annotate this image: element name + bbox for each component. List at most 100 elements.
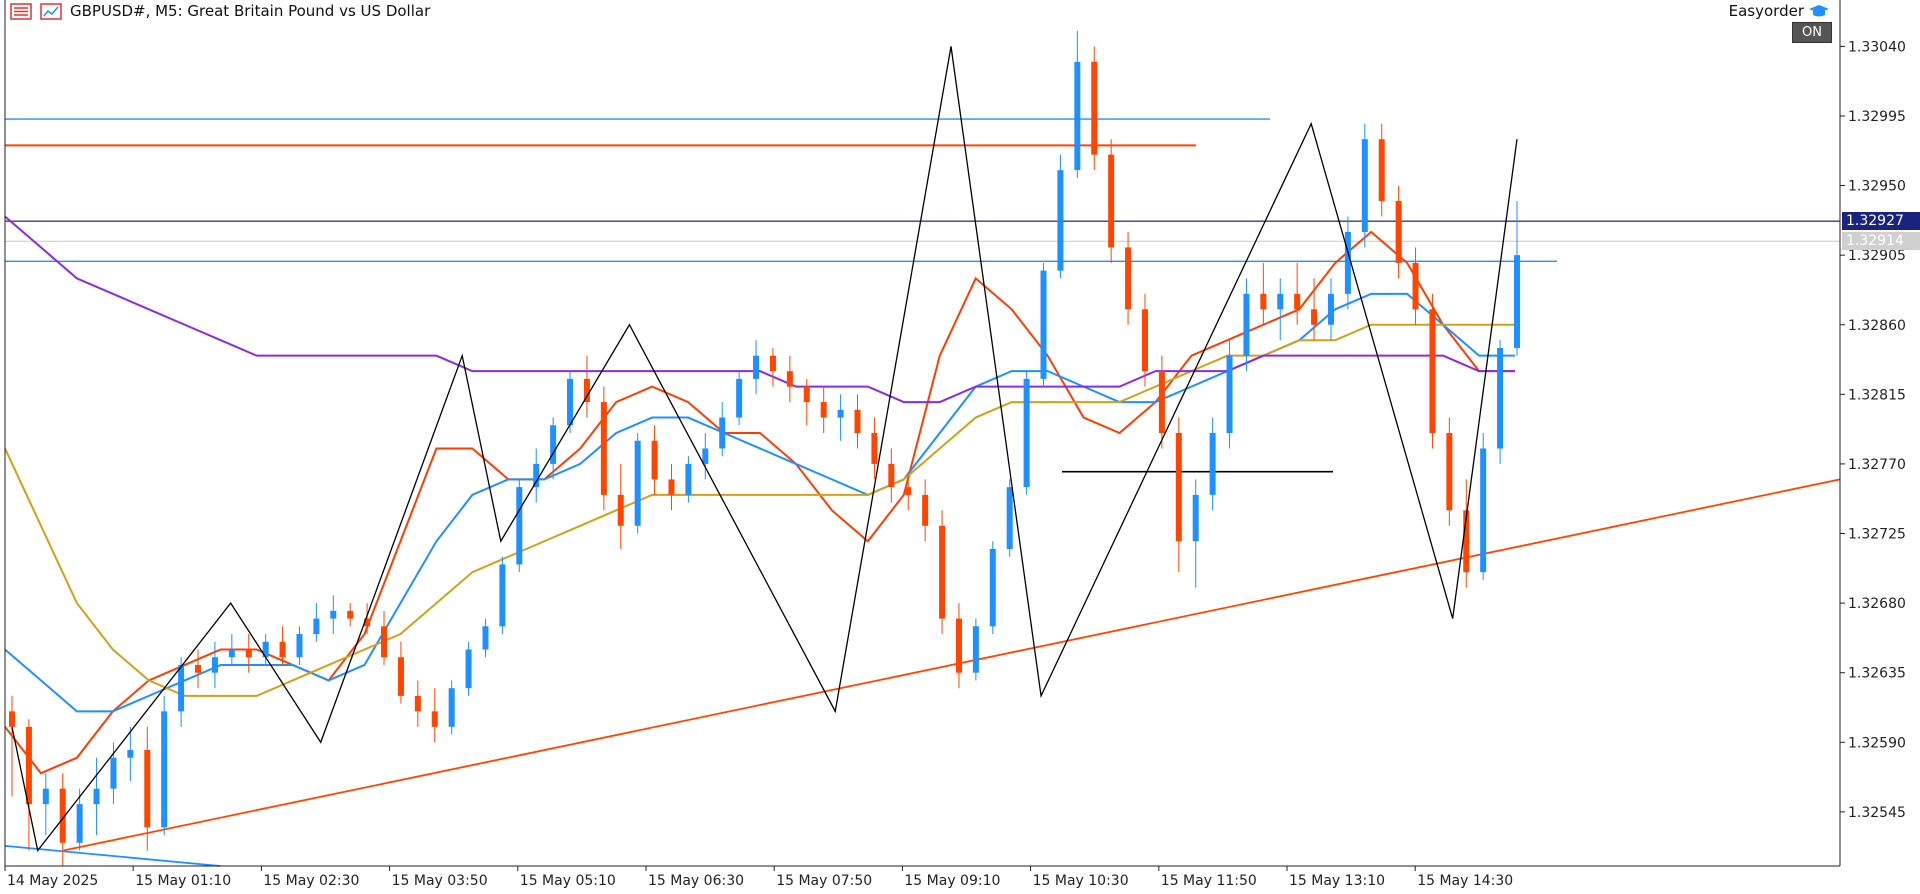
candle-body	[228, 649, 235, 658]
candlestick	[9, 695, 15, 797]
time-tick-label: 15 May 07:50	[776, 873, 872, 889]
candlestick	[837, 394, 844, 441]
candlestick	[516, 479, 523, 573]
horizontal-price-lines[interactable]	[5, 118, 1840, 263]
candle-body	[110, 757, 117, 789]
candlestick	[617, 463, 624, 549]
candlestick	[42, 773, 49, 836]
candlestick	[1108, 139, 1115, 263]
candle-body	[245, 649, 252, 658]
graduation-cap-icon[interactable]	[1808, 3, 1830, 19]
candlestick	[1412, 247, 1419, 325]
time-tick-label: 15 May 09:10	[904, 873, 1000, 889]
trendline[interactable]	[63, 478, 1841, 852]
candle-body	[888, 463, 895, 488]
candlestick	[1446, 417, 1453, 526]
candle-body	[279, 641, 286, 658]
expert-advisor-label: Easyorder	[1729, 2, 1830, 20]
chart-frame	[4, 0, 1841, 867]
candle-body	[567, 378, 574, 426]
candle-body	[482, 626, 489, 650]
time-tick-label: 14 May 2025	[7, 873, 98, 889]
expert-name: Easyorder	[1728, 2, 1804, 20]
candle-body	[1006, 487, 1013, 549]
candlestick	[786, 355, 793, 403]
candlestick	[330, 595, 337, 635]
candlestick	[533, 448, 540, 503]
candlestick	[127, 726, 134, 781]
moving-average-red	[4, 230, 1515, 775]
trendlines[interactable]	[4, 470, 1841, 867]
candle-body	[431, 711, 438, 727]
chart-window-icon[interactable]	[40, 2, 62, 20]
candle-body	[1243, 293, 1250, 356]
list-menu-icon[interactable]	[10, 2, 32, 20]
candle-body	[651, 440, 658, 480]
candle-body	[516, 487, 523, 565]
candle-body	[1023, 378, 1030, 488]
candlesticks	[9, 30, 1520, 866]
candlestick	[1463, 479, 1470, 588]
candlestick	[211, 641, 218, 689]
candle-body	[1378, 139, 1385, 202]
candle-body	[617, 494, 624, 526]
candle-body	[550, 425, 557, 464]
candle-body	[955, 618, 962, 673]
candle-body	[1158, 371, 1165, 433]
candle-body	[769, 355, 776, 372]
candlestick	[397, 641, 404, 704]
candle-body	[1040, 270, 1047, 379]
candlestick	[1260, 262, 1267, 325]
candlestick	[939, 510, 946, 635]
candle-body	[1141, 309, 1148, 372]
candle-body	[262, 641, 269, 658]
trendline[interactable]	[4, 845, 221, 867]
candle-body	[1057, 170, 1064, 271]
candle-body	[1514, 255, 1520, 348]
candle-body	[837, 409, 844, 418]
moving-average-violet	[4, 215, 1515, 404]
candlestick	[922, 479, 929, 542]
price-tick-label: 1.32815	[1848, 387, 1906, 403]
candlestick	[1006, 479, 1013, 557]
candlestick	[381, 610, 388, 665]
price-tick-label: 1.33040	[1848, 39, 1906, 55]
candle-body	[905, 487, 912, 495]
candle-body	[583, 378, 590, 403]
candle-body	[1395, 201, 1402, 263]
price-tick-label: 1.32725	[1848, 527, 1906, 543]
candlestick	[414, 680, 421, 727]
candlestick	[634, 433, 641, 534]
candle-body	[1327, 293, 1334, 325]
ask-price-tag: 1.32914	[1842, 232, 1920, 251]
candle-body	[161, 711, 168, 828]
time-axis[interactable]: 14 May 2025 15 May 01:10 15 May 02:30 15 Ma…	[4, 866, 1513, 889]
candlestick	[161, 695, 168, 836]
price-tick-label: 1.32995	[1848, 109, 1906, 125]
price-axis[interactable]: 1.33040 1.32995 1.32950 1.32905 1.32860 1.328…	[1840, 39, 1906, 821]
candle-body	[93, 788, 100, 805]
candlestick	[989, 541, 996, 635]
candle-body	[42, 788, 49, 805]
time-tick-label: 15 May 06:30	[648, 873, 744, 889]
candlestick	[178, 657, 185, 727]
candle-body	[972, 626, 979, 673]
candle-body	[127, 750, 134, 758]
candle-body	[634, 440, 641, 526]
time-tick-label: 15 May 14:30	[1417, 873, 1513, 889]
candlestick	[1311, 278, 1318, 341]
expert-toggle-button[interactable]: ON	[1792, 22, 1832, 43]
candle-body	[1226, 355, 1233, 433]
candle-body	[803, 386, 810, 403]
candlestick	[364, 603, 371, 635]
candlestick	[1395, 185, 1402, 279]
candle-body	[381, 626, 388, 658]
candle-body	[871, 433, 878, 464]
candle-body	[330, 610, 337, 619]
candle-body	[736, 378, 743, 418]
candle-body	[414, 695, 421, 712]
candlestick	[583, 355, 590, 418]
candlestick	[871, 417, 878, 480]
candlestick	[1497, 340, 1504, 464]
